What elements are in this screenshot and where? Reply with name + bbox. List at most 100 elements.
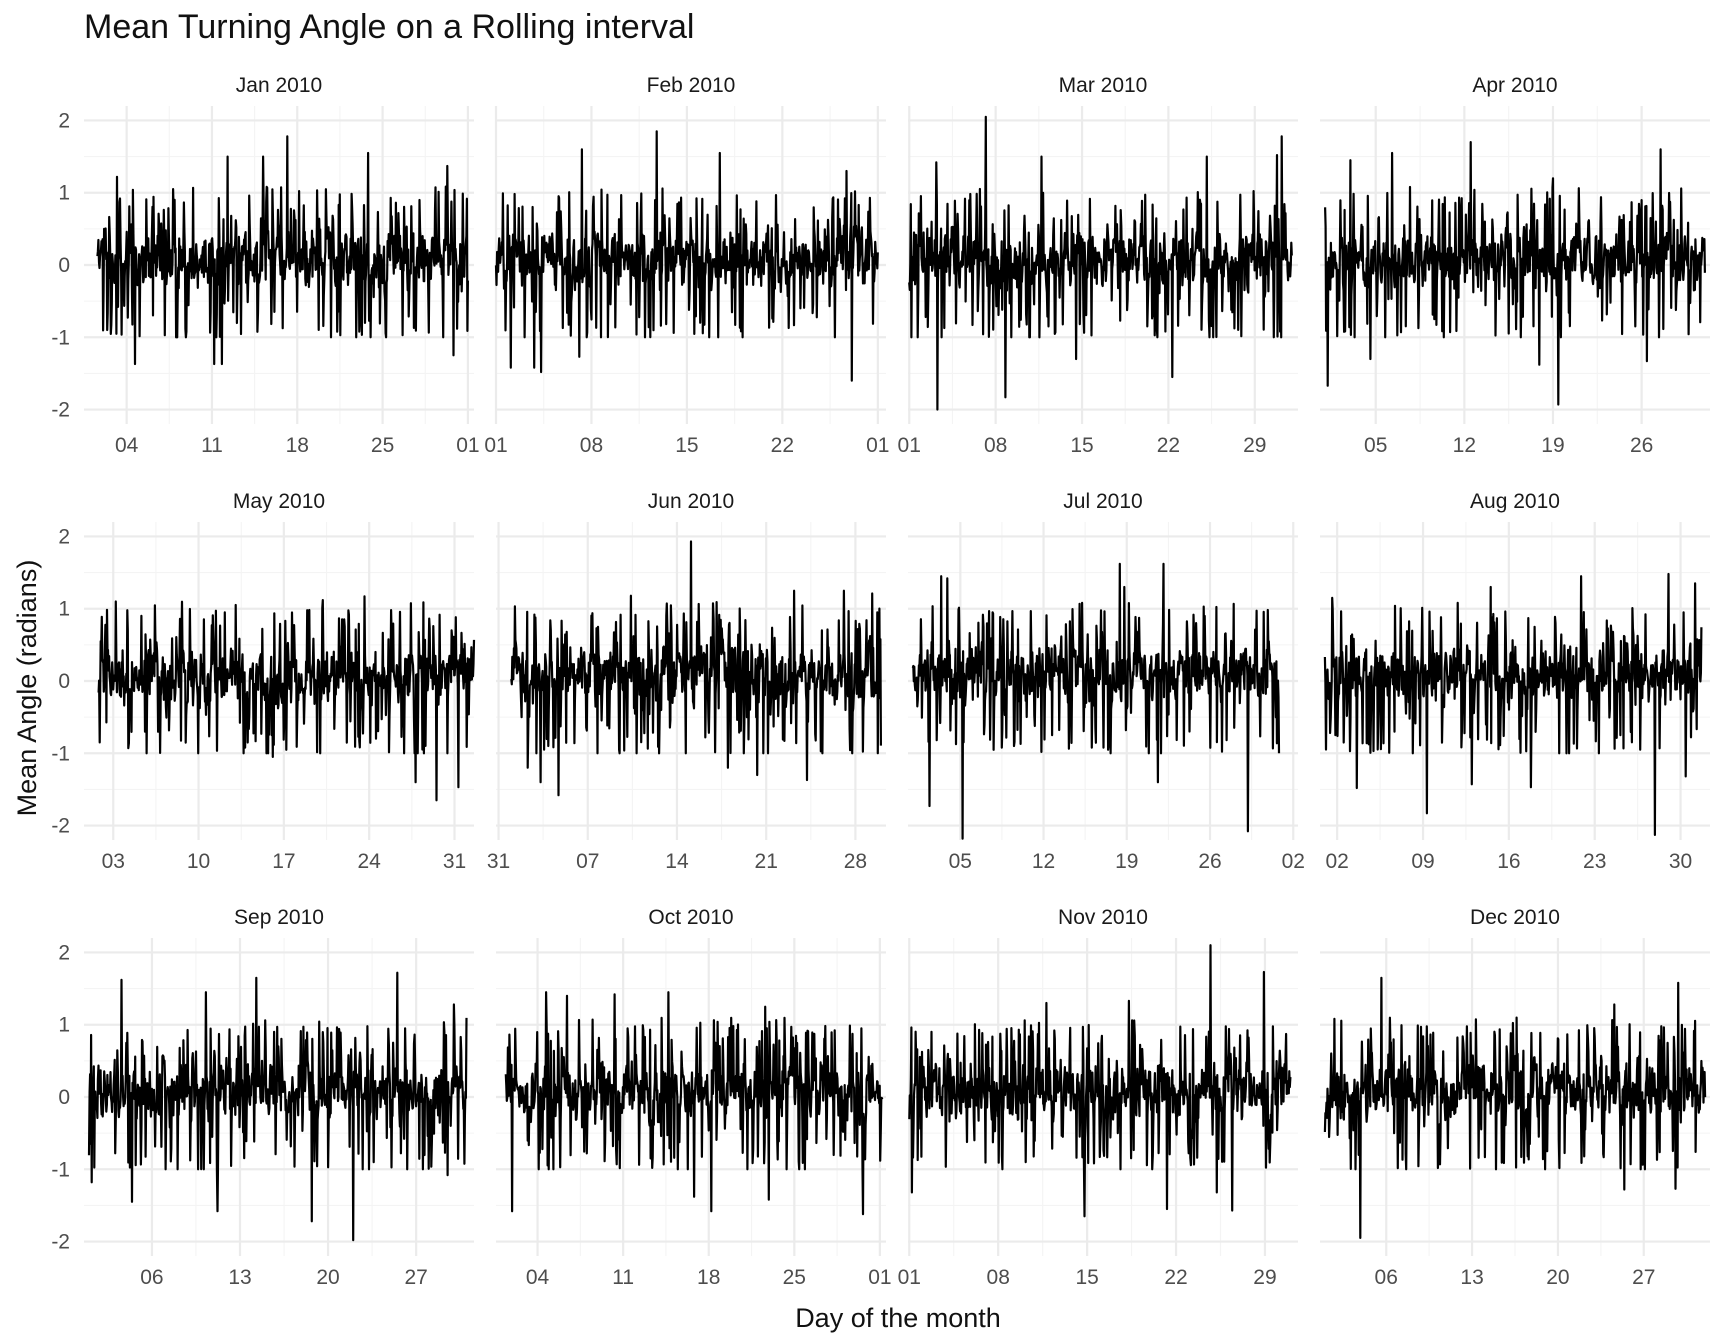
x-tick-label: 31	[443, 850, 466, 873]
x-tick-label: 12	[1453, 434, 1476, 457]
y-tick-label: -1	[51, 742, 70, 765]
x-tick-label: 01	[456, 434, 479, 457]
y-tick-label: -1	[51, 1158, 70, 1181]
x-tick-label: 01	[898, 1266, 921, 1289]
x-tick-label: 04	[115, 434, 139, 457]
x-tick-label: 13	[1460, 1266, 1483, 1289]
x-tick-label: 02	[1325, 850, 1348, 873]
x-tick-label: 29	[1243, 434, 1266, 457]
facet-panel: Aug 2010 02 09 16 23 30	[1320, 490, 1710, 873]
facet-label: Dec 2010	[1470, 906, 1560, 929]
x-tick-label: 14	[665, 850, 689, 873]
x-tick-label: 15	[1070, 434, 1093, 457]
x-tick-label: 25	[783, 1266, 806, 1289]
x-tick-label: 26	[1198, 850, 1221, 873]
facet-panel: Feb 2010 01 08 15 22 01	[484, 74, 889, 457]
series-line	[504, 991, 884, 1216]
x-tick-label: 05	[1364, 434, 1387, 457]
facet-label: Apr 2010	[1472, 74, 1557, 97]
facet-label: Mar 2010	[1059, 74, 1148, 97]
x-tick-label: 18	[286, 434, 309, 457]
series-line	[908, 115, 1293, 411]
x-tick-label: 31	[487, 850, 510, 873]
y-tick-label: 0	[58, 254, 70, 277]
facet-panel: Apr 2010 05 12 19 26	[1320, 74, 1710, 457]
y-tick-label: 0	[58, 670, 70, 693]
y-tick-label: -2	[51, 1231, 70, 1254]
y-tick-label: 2	[58, 109, 70, 132]
x-tick-label: 05	[949, 850, 972, 873]
x-tick-label: 23	[1583, 850, 1606, 873]
series-line	[97, 595, 476, 802]
x-tick-label: 11	[201, 434, 223, 457]
x-tick-label: 06	[1375, 1266, 1398, 1289]
facet-label: Aug 2010	[1470, 490, 1560, 513]
facet-label: Sep 2010	[234, 906, 324, 929]
facet-label: Jun 2010	[648, 490, 734, 513]
x-tick-label: 29	[1253, 1266, 1276, 1289]
x-tick-label: 16	[1497, 850, 1520, 873]
x-tick-label: 01	[866, 434, 889, 457]
facet-label: May 2010	[233, 490, 325, 513]
facet-panel: Sep 2010 -2 -1 0 1 2 06 13 20 27	[51, 906, 474, 1289]
series-line	[87, 971, 468, 1242]
facet-panel: Jun 2010 31 07 14 21 28	[487, 490, 886, 873]
x-tick-label: 01	[484, 434, 507, 457]
series-line	[911, 562, 1281, 840]
series-line	[96, 135, 469, 366]
facet-label: Jul 2010	[1063, 490, 1142, 513]
facet-panel: Mar 2010 01 08 15 22 29	[898, 74, 1298, 457]
facet-label: Feb 2010	[647, 74, 736, 97]
series-line	[1324, 141, 1706, 406]
x-tick-label: 06	[140, 1266, 163, 1289]
x-tick-label: 22	[1164, 1266, 1187, 1289]
x-tick-label: 15	[675, 434, 698, 457]
x-tick-label: 01	[898, 434, 921, 457]
x-tick-label: 19	[1115, 850, 1138, 873]
x-tick-label: 19	[1541, 434, 1564, 457]
x-tick-label: 10	[187, 850, 210, 873]
x-tick-label: 11	[612, 1266, 634, 1289]
x-tick-label: 28	[844, 850, 867, 873]
y-tick-label: 1	[58, 1014, 70, 1037]
y-tick-label: -2	[51, 815, 70, 838]
x-tick-label: 27	[1632, 1266, 1655, 1289]
x-tick-label: 26	[1630, 434, 1653, 457]
x-tick-label: 24	[358, 850, 382, 873]
series-line	[1323, 976, 1707, 1239]
y-axis-title: Mean Angle (radians)	[12, 560, 42, 817]
x-axis-title: Day of the month	[795, 1303, 1001, 1333]
facet-panel: Nov 2010 01 08 15 22 29	[898, 906, 1298, 1289]
x-tick-label: 07	[576, 850, 599, 873]
series-line	[510, 540, 882, 797]
x-tick-label: 25	[371, 434, 394, 457]
x-tick-label: 08	[984, 434, 1007, 457]
x-tick-label: 27	[404, 1266, 427, 1289]
x-tick-label: 08	[580, 434, 603, 457]
x-tick-label: 12	[1032, 850, 1055, 873]
x-tick-label: 20	[1546, 1266, 1569, 1289]
series-line	[1323, 572, 1703, 836]
x-tick-label: 22	[1157, 434, 1180, 457]
facet-panel: Dec 2010 06 13 20 27	[1320, 906, 1710, 1289]
y-tick-label: 2	[58, 525, 70, 548]
facet-label: Jan 2010	[236, 74, 322, 97]
y-tick-label: -2	[51, 399, 70, 422]
x-tick-label: 17	[272, 850, 295, 873]
x-tick-label: 15	[1075, 1266, 1098, 1289]
facet-label: Oct 2010	[648, 906, 733, 929]
series-line	[494, 130, 879, 382]
y-tick-label: 1	[58, 598, 70, 621]
x-tick-label: 09	[1411, 850, 1434, 873]
x-tick-label: 20	[316, 1266, 339, 1289]
x-tick-label: 13	[228, 1266, 251, 1289]
chart-title: Mean Turning Angle on a Rolling interval	[84, 8, 695, 46]
facet-label: Nov 2010	[1058, 906, 1148, 929]
y-tick-label: 1	[58, 182, 70, 205]
x-tick-label: 30	[1669, 850, 1692, 873]
y-tick-label: 0	[58, 1086, 70, 1109]
x-tick-label: 04	[526, 1266, 550, 1289]
